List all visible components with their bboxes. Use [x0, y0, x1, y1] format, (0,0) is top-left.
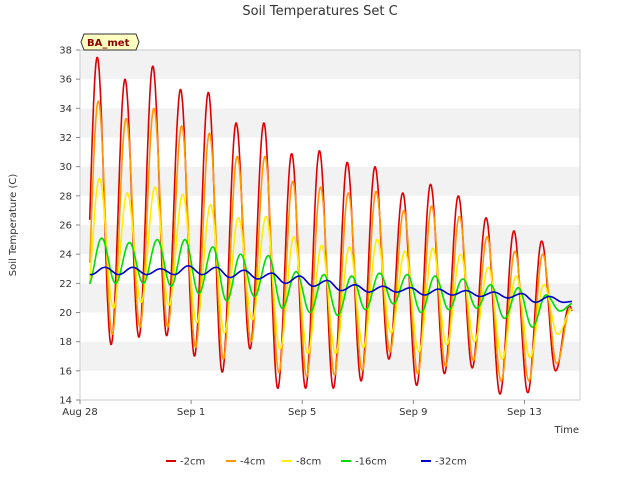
legend-label: -16cm	[355, 457, 387, 468]
grid-band	[80, 108, 580, 138]
series-line-minus-16cm	[88, 237, 573, 328]
grid-band	[80, 225, 580, 255]
x-tick-label: Sep 9	[399, 407, 427, 418]
y-tick-label: 38	[59, 46, 72, 57]
x-tick-label: Sep 1	[177, 407, 205, 418]
y-tick-label: 24	[59, 250, 72, 261]
legend-item: -16cm	[341, 457, 387, 468]
y-tick-label: 30	[59, 162, 72, 173]
legend-item: -32cm	[421, 457, 467, 468]
legend-label: -8cm	[296, 457, 321, 468]
y-tick-label: 34	[59, 104, 72, 115]
legend-label: -4cm	[240, 457, 265, 468]
y-axis-ticks: 14 16 18 20 22 24 26 28 30 32 34 36 38	[59, 46, 80, 407]
chart-title: Soil Temperatures Set C	[242, 4, 397, 19]
x-axis-label: Time	[554, 425, 579, 436]
series-line-minus-4cm	[88, 100, 573, 382]
legend-label: -2cm	[180, 457, 205, 468]
y-tick-label: 16	[59, 366, 72, 377]
grid-band	[80, 195, 580, 225]
grid-band	[80, 137, 580, 167]
site-label-frame	[80, 33, 140, 51]
x-axis-ticks: Aug 28 Sep 1 Sep 5 Sep 9 Sep 13	[62, 400, 542, 418]
site-label: BA_met	[87, 38, 130, 49]
y-tick-label: 26	[59, 221, 72, 232]
site-label-box: BA_met	[80, 33, 140, 51]
y-tick-label: 36	[59, 75, 72, 86]
grid-band	[80, 254, 580, 284]
grid-band	[80, 79, 580, 109]
y-axis-label: Soil Temperature (C)	[8, 174, 19, 277]
x-tick-label: Sep 13	[507, 407, 542, 418]
series-line-minus-32cm	[89, 264, 573, 304]
grid-band	[80, 50, 580, 80]
legend-item: -2cm	[166, 457, 205, 468]
series-lines	[88, 56, 573, 395]
grid-band	[80, 166, 580, 196]
y-tick-label: 18	[59, 337, 72, 348]
y-tick-label: 28	[59, 191, 72, 202]
y-tick-label: 14	[59, 396, 72, 407]
legend-label: -32cm	[435, 457, 467, 468]
x-tick-label: Sep 5	[288, 407, 316, 418]
y-tick-label: 22	[59, 279, 72, 290]
grid-band	[80, 370, 580, 400]
series-line-minus-8cm	[88, 177, 573, 360]
legend: -2cm -4cm -8cm -16cm -32cm	[166, 457, 467, 468]
legend-item: -4cm	[226, 457, 265, 468]
legend-item: -8cm	[282, 457, 321, 468]
y-tick-label: 32	[59, 133, 72, 144]
x-tick-label: Aug 28	[62, 407, 97, 418]
y-tick-label: 20	[59, 308, 72, 319]
